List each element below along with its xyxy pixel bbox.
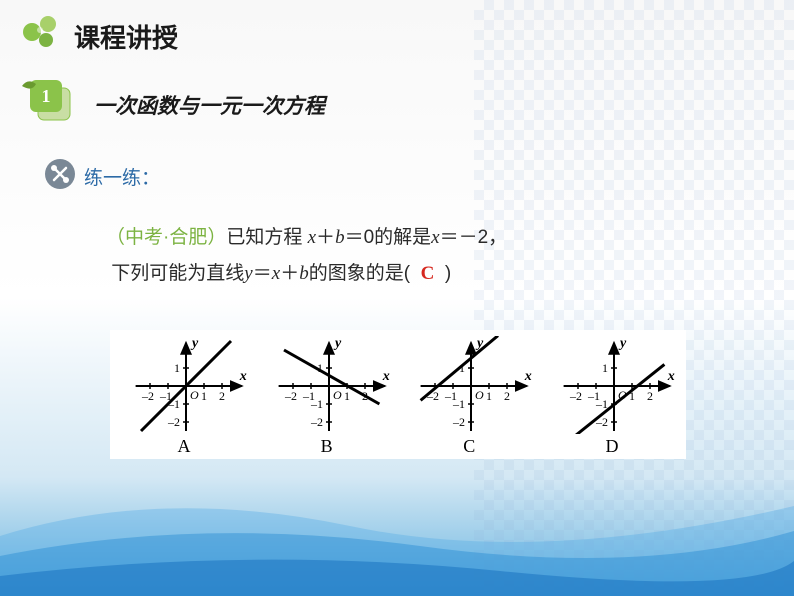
svg-text:O: O <box>333 388 342 402</box>
graph-label: D <box>605 436 618 457</box>
svg-text:–1: –1 <box>452 397 465 411</box>
svg-text:–1: –1 <box>310 397 323 411</box>
svg-text:x: x <box>667 369 675 384</box>
svg-text:–2: –2 <box>310 415 323 429</box>
svg-text:–2: –2 <box>569 389 582 403</box>
graph-label: B <box>321 436 333 457</box>
svg-text:1: 1 <box>602 361 608 375</box>
svg-text:x: x <box>524 369 532 384</box>
question-source: （中考·合肥） <box>106 227 226 248</box>
svg-text:–2: –2 <box>167 415 180 429</box>
svg-text:–2: –2 <box>452 415 465 429</box>
svg-text:–2: –2 <box>141 389 154 403</box>
graphs-container: –2–112–2–11 y x O A –2–112–2–11 y x O B <box>110 330 686 459</box>
graph-label: A <box>178 436 191 457</box>
svg-text:O: O <box>475 388 484 402</box>
graph-option-c: –2–112–2–11 y x O C <box>399 336 539 457</box>
svg-text:y: y <box>333 336 342 351</box>
section-title: 一次函数与一元一次方程 <box>94 90 325 120</box>
svg-text:1: 1 <box>42 86 51 106</box>
course-title: 课程讲授 <box>74 18 178 55</box>
graph-option-d: –2–112–2–11 y x O D <box>542 336 682 457</box>
svg-text:1: 1 <box>201 389 207 403</box>
svg-text:–1: –1 <box>595 397 608 411</box>
svg-text:O: O <box>190 388 199 402</box>
question-text: （中考·合肥）已知方程 x＋b＝0的解是x＝－2， 下列可能为直线y＝x＋b的图… <box>106 220 686 292</box>
answer-letter: C <box>421 263 435 284</box>
svg-text:x: x <box>381 369 389 384</box>
leaf-logo-icon <box>18 8 66 61</box>
svg-text:y: y <box>618 336 627 351</box>
svg-text:2: 2 <box>504 389 510 403</box>
svg-text:2: 2 <box>219 389 225 403</box>
svg-text:1: 1 <box>344 389 350 403</box>
practice-label: 练一练： <box>84 163 160 190</box>
svg-text:–2: –2 <box>284 389 297 403</box>
svg-text:2: 2 <box>647 389 653 403</box>
svg-text:1: 1 <box>486 389 492 403</box>
graph-option-b: –2–112–2–11 y x O B <box>257 336 397 457</box>
svg-text:x: x <box>239 369 247 384</box>
section-badge-icon: 1 <box>20 74 80 135</box>
graph-label: C <box>463 436 475 457</box>
svg-text:1: 1 <box>174 361 180 375</box>
checker-background <box>474 0 794 596</box>
svg-text:y: y <box>190 336 199 351</box>
tools-icon <box>44 158 76 195</box>
graph-option-a: –2–112–2–11 y x O A <box>114 336 254 457</box>
